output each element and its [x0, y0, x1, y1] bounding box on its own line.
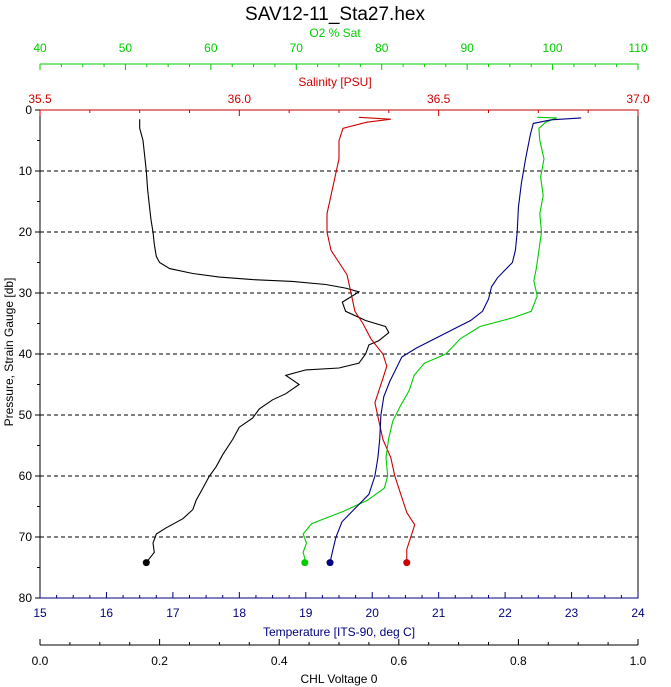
- salinity-tick-label: 36.5: [427, 92, 451, 106]
- o2-tick-label: 60: [204, 41, 218, 55]
- y-tick-label: 70: [19, 530, 33, 544]
- temperature-tick-label: 15: [33, 606, 47, 620]
- o2-tick-label: 90: [460, 41, 474, 55]
- temperature-tick-label: 17: [166, 606, 180, 620]
- y-tick-label: 10: [19, 164, 33, 178]
- chart-title: SAV12-11_Sta27.hex: [245, 4, 425, 25]
- chl-tick-label: 0.0: [32, 654, 49, 668]
- y-tick-label: 30: [19, 286, 33, 300]
- temperature-tick-label: 23: [565, 606, 579, 620]
- o2-tick-label: 80: [375, 41, 389, 55]
- o2-line: [302, 116, 557, 563]
- pressure-axis-title: Pressure, Strain Gauge [db]: [2, 278, 16, 427]
- temperature-tick-label: 21: [432, 606, 446, 620]
- o2-tick-label: 50: [119, 41, 133, 55]
- temperature-tick-label: 18: [233, 606, 247, 620]
- chl-tick-label: 0.6: [390, 654, 407, 668]
- chl-tick-label: 0.4: [271, 654, 288, 668]
- y-tick-label: 80: [19, 591, 33, 605]
- temperature-tick-label: 24: [631, 606, 645, 620]
- salinity-line: [326, 116, 416, 563]
- o2-end-marker: [301, 559, 309, 567]
- y-tick-label: 40: [19, 347, 33, 361]
- plot-frame: [39, 109, 639, 599]
- y-tick-label: 20: [19, 225, 33, 239]
- temperature-line: [139, 119, 390, 563]
- y-tick-label: 0: [25, 103, 32, 117]
- y-tick-label: 50: [19, 408, 33, 422]
- o2-tick-label: 40: [33, 41, 47, 55]
- chl-tick-label: 0.8: [510, 654, 527, 668]
- chl-line: [329, 117, 582, 563]
- salinity-tick-label: 36.0: [228, 92, 252, 106]
- y-tick-label: 60: [19, 469, 33, 483]
- temperature-end-marker: [142, 559, 150, 567]
- o2-tick-label: 100: [543, 41, 563, 55]
- chl-tick-label: 1.0: [630, 654, 647, 668]
- temperature-tick-label: 22: [498, 606, 512, 620]
- temperature-tick-label: 19: [299, 606, 313, 620]
- temperature-axis-title: Temperature [ITS-90, deg C]: [263, 625, 415, 639]
- chl-end-marker: [326, 559, 334, 567]
- o2-tick-label: 110: [628, 41, 647, 55]
- temperature-tick-label: 16: [100, 606, 114, 620]
- chl-axis-title: CHL Voltage 0: [301, 672, 378, 686]
- o2-tick-label: 70: [290, 41, 304, 55]
- salinity-axis-title: Salinity [PSU]: [298, 75, 371, 89]
- plot-layer: 0 10 20 30 40 50 60 70 80 40 50 60 70 80 90 100 110 35.5 3…: [19, 41, 650, 668]
- salinity-tick-label: 37.0: [626, 92, 650, 106]
- o2-axis-title: O2 % Sat: [309, 26, 361, 40]
- chl-tick-label: 0.2: [151, 654, 168, 668]
- salinity-tick-label: 35.5: [28, 92, 52, 106]
- salinity-end-marker: [403, 559, 411, 567]
- temperature-tick-label: 20: [366, 606, 380, 620]
